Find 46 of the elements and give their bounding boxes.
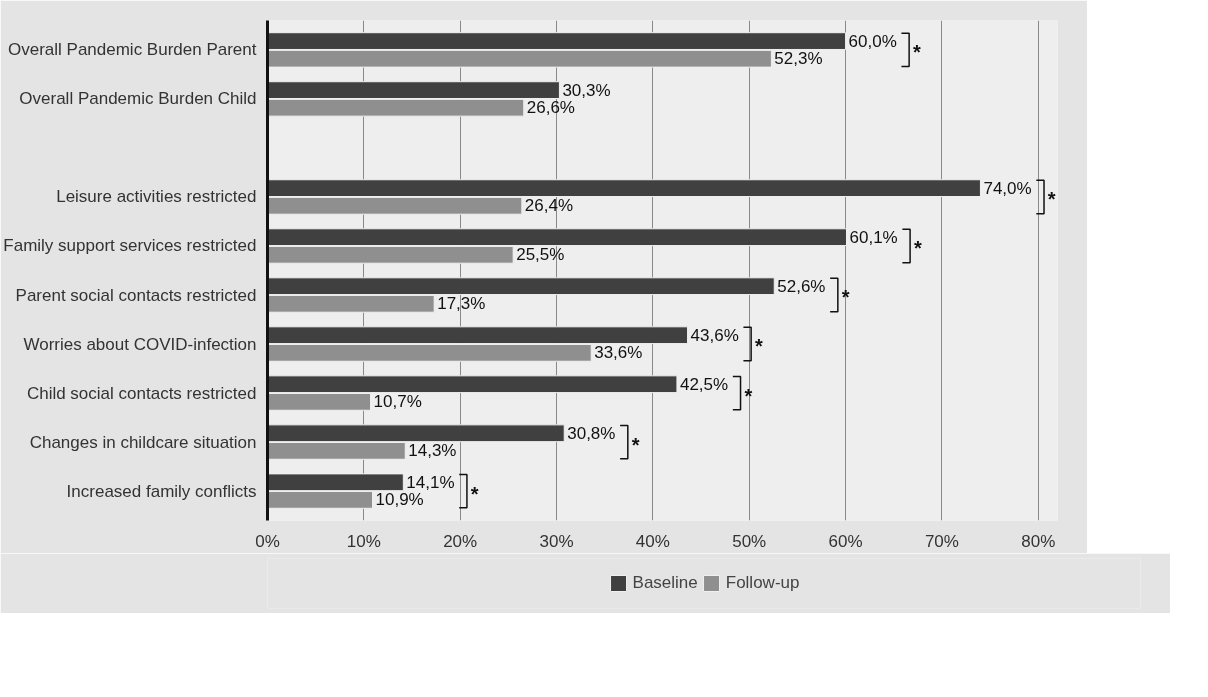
data-label: 26,6%	[526, 98, 575, 118]
x-tick-label: 70%	[924, 531, 959, 551]
data-label: 52,6%	[777, 276, 826, 296]
data-label: 14,1%	[406, 472, 455, 492]
data-label: 26,4%	[524, 196, 574, 216]
data-label: 17,3%	[437, 294, 486, 314]
data-label: 43,6%	[690, 325, 739, 345]
legend-label: Baseline	[632, 573, 698, 593]
annotation: *	[912, 41, 921, 64]
x-tick-label: 50%	[732, 531, 767, 551]
data-label: 60,1%	[849, 227, 898, 247]
x-tick-label: 40%	[635, 531, 670, 551]
y-tick-label: Child social contacts restricted	[26, 383, 257, 403]
y-tick-label: Leisure activities restricted	[56, 187, 257, 207]
y-tick-label: Parent social contacts restricted	[15, 285, 257, 305]
y-tick-label: Overall Pandemic Burden Child	[19, 89, 257, 109]
x-tick-label: 30%	[539, 531, 574, 551]
annotation: *	[744, 384, 753, 407]
x-tick-label: 10%	[346, 531, 381, 551]
data-label: 10,9%	[375, 490, 424, 510]
data-label: 33,6%	[594, 343, 643, 363]
x-tick-label: 60%	[828, 531, 863, 551]
annotation: *	[913, 237, 922, 260]
annotation: *	[841, 286, 850, 309]
y-tick-label: Overall Pandemic Burden Parent	[7, 40, 257, 60]
x-tick-label: 0%	[255, 531, 280, 551]
annotation: *	[1047, 188, 1056, 211]
y-tick-label: Worries about COVID-infection	[23, 334, 257, 354]
data-label: 30,8%	[567, 423, 616, 443]
data-label: 30,3%	[562, 80, 611, 100]
x-tick-label: 80%	[1021, 531, 1056, 551]
y-tick-label: Family support services restricted	[3, 236, 257, 256]
data-label: 52,3%	[774, 49, 823, 69]
data-label: 25,5%	[516, 245, 565, 265]
annotation: *	[631, 433, 640, 456]
y-tick-label: Increased family conflicts	[66, 481, 257, 501]
annotation: *	[470, 482, 479, 505]
x-tick-label: 20%	[443, 531, 478, 551]
data-label: 10,7%	[373, 392, 422, 412]
data-label: 74,0%	[983, 178, 1032, 198]
data-label: 42,5%	[679, 374, 729, 394]
legend-label: Follow-up	[725, 573, 800, 593]
y-tick-label: Changes in childcare situation	[29, 432, 257, 452]
data-label: 60,0%	[848, 31, 897, 51]
annotation: *	[754, 335, 763, 358]
data-label: 14,3%	[408, 441, 457, 461]
